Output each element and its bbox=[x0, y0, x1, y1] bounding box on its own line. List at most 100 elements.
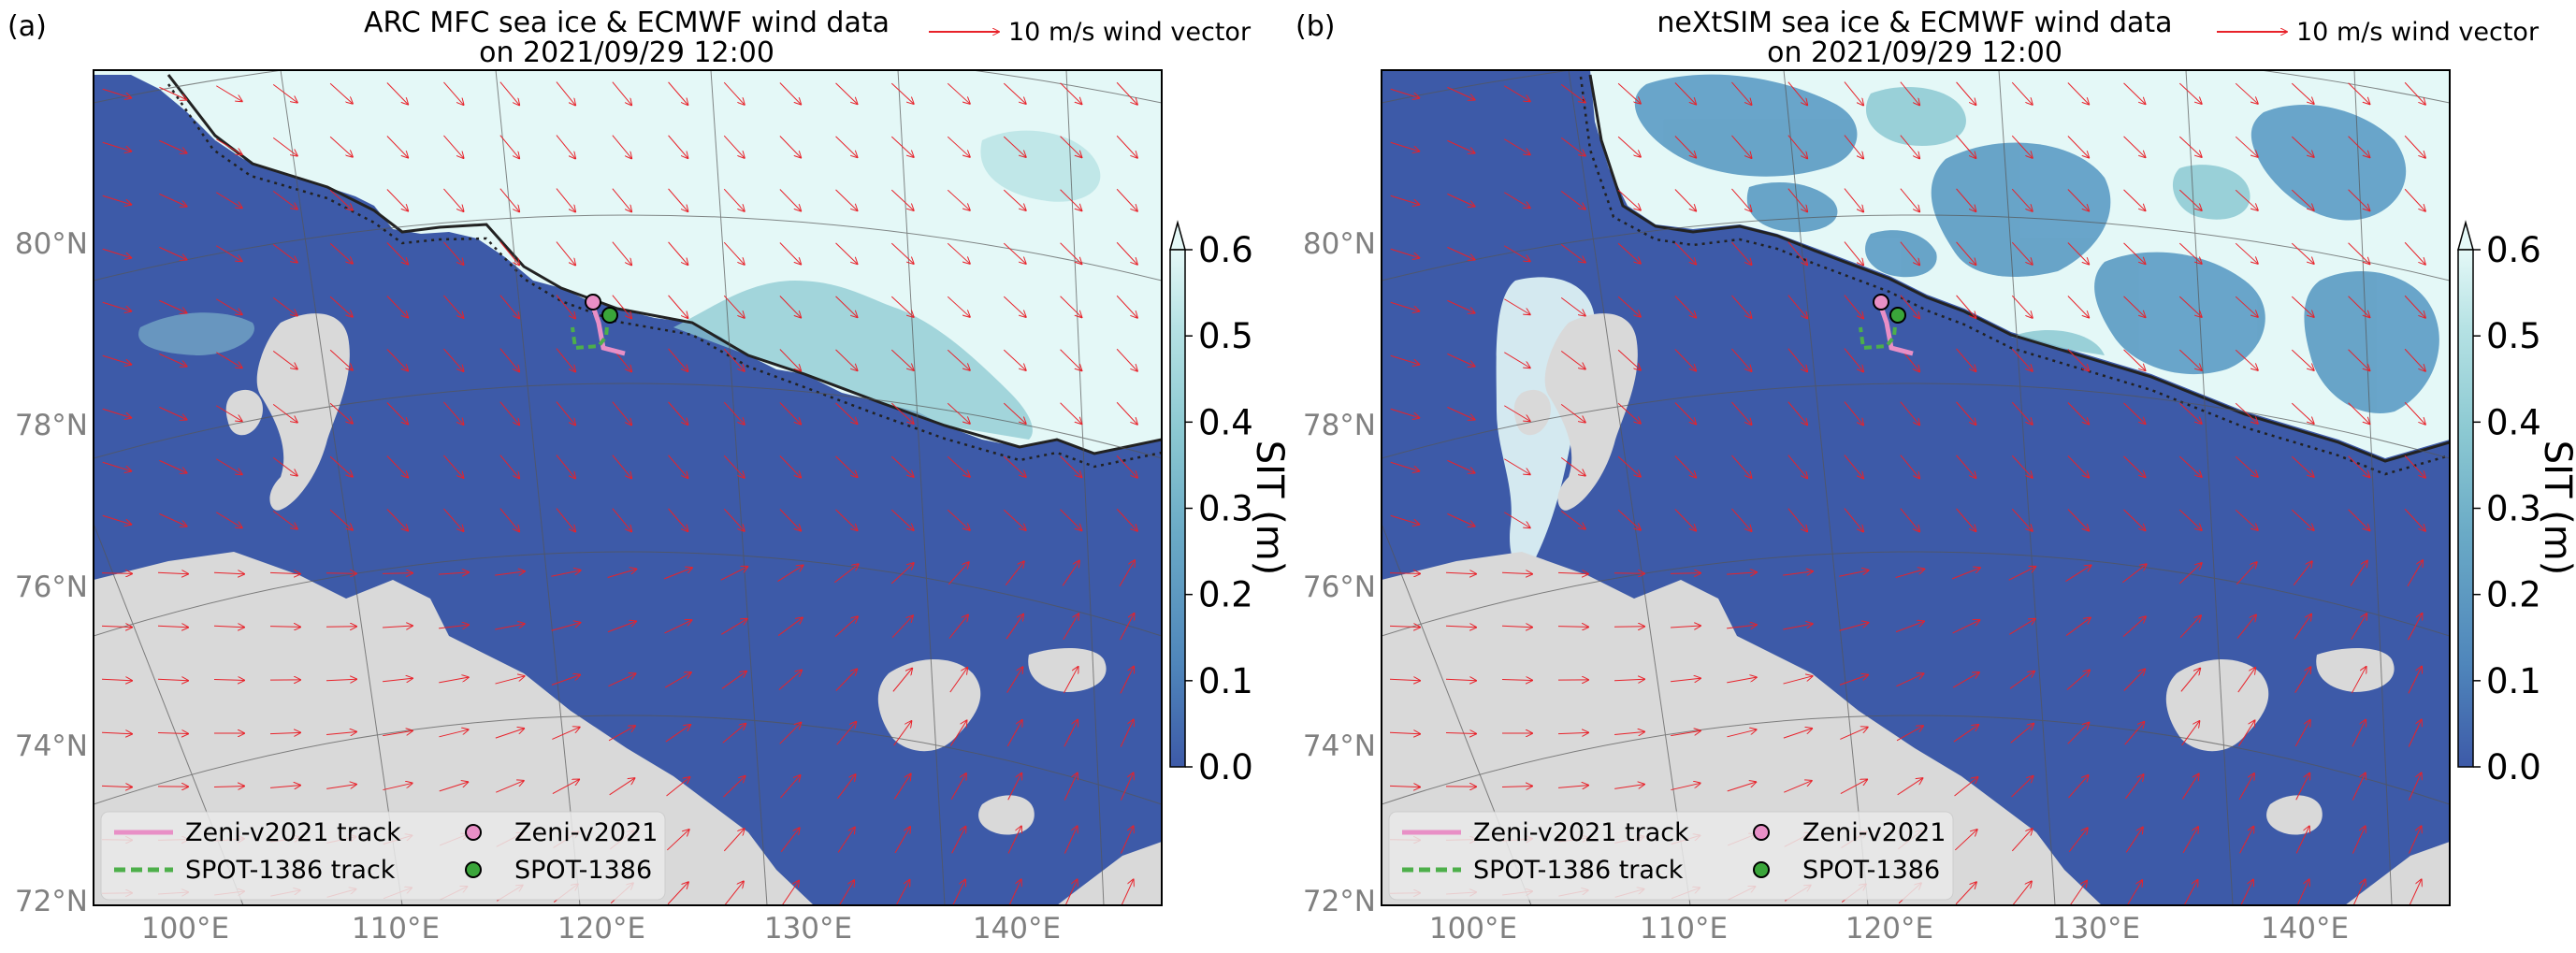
graticule bbox=[495, 70, 581, 905]
wind-arrow bbox=[1116, 348, 1137, 370]
wind-arrow bbox=[499, 188, 519, 212]
wind-arrow bbox=[1060, 242, 1082, 264]
wind-arrow bbox=[1671, 730, 1700, 737]
wind-arrow bbox=[2408, 614, 2423, 641]
wind-arrow bbox=[1731, 81, 1751, 105]
wind-arrow bbox=[2011, 348, 2033, 371]
wind-arrow bbox=[723, 776, 745, 798]
wind-arrow bbox=[779, 296, 801, 318]
wind-arrow bbox=[2404, 188, 2425, 210]
wind-arrow bbox=[1840, 728, 1867, 740]
land-island-east-2 bbox=[1028, 648, 1107, 692]
wind-arrow bbox=[1501, 626, 1532, 627]
colorbar-tick-label: 0.1 bbox=[2486, 661, 2541, 701]
wind-arrow bbox=[386, 509, 408, 530]
wind-arrow bbox=[668, 508, 688, 531]
wind-arrow bbox=[1389, 573, 1420, 574]
wind-arrow bbox=[2409, 879, 2421, 905]
wind-arrow bbox=[272, 403, 297, 422]
graticule bbox=[1998, 70, 2056, 905]
wind-arrow bbox=[780, 828, 799, 853]
wind-arrow bbox=[443, 401, 463, 425]
legend-zeni-marker-label: Zeni-v2021 bbox=[1802, 818, 1946, 847]
wind-arrow bbox=[2348, 136, 2370, 157]
wind-arrow bbox=[2066, 671, 2090, 690]
wind-arrow bbox=[1674, 296, 1696, 317]
wind-arrow bbox=[1003, 82, 1025, 104]
wind-arrow bbox=[612, 455, 631, 479]
wind-arrow bbox=[723, 295, 745, 318]
wind-arrow bbox=[2409, 826, 2421, 854]
legend-spot-marker-label: SPOT-1386 bbox=[1802, 856, 1940, 885]
wind-arrow bbox=[779, 349, 801, 371]
wind-arrow bbox=[2011, 776, 2033, 798]
wind-arrow bbox=[2351, 667, 2366, 694]
wind-arrow bbox=[2291, 455, 2313, 477]
wind-arrow bbox=[1390, 461, 1420, 471]
wind-arrow bbox=[1447, 406, 1474, 419]
wind-arrow bbox=[1956, 401, 1976, 425]
wind-arrow bbox=[1617, 82, 1641, 103]
wind-arrow bbox=[2123, 296, 2146, 317]
wind-arrow bbox=[1674, 509, 1696, 530]
wind-arrow bbox=[329, 402, 353, 423]
panel-a-map bbox=[94, 70, 1162, 905]
wind-arrow bbox=[1670, 626, 1700, 628]
wind-arrow bbox=[1900, 241, 1919, 266]
colorbar-tick-label: 0.5 bbox=[2486, 316, 2541, 356]
wind-arrow bbox=[1557, 732, 1588, 733]
wind-arrow bbox=[272, 83, 297, 102]
wind-arrow bbox=[2291, 82, 2313, 104]
wind-arrow bbox=[607, 569, 637, 579]
wind-arrow bbox=[439, 625, 469, 628]
wind-arrow bbox=[1844, 455, 1863, 479]
wind-arrow bbox=[1787, 455, 1807, 479]
wind-arrow bbox=[1674, 242, 1696, 264]
wind-arrow bbox=[1116, 81, 1137, 104]
wind-arrow bbox=[159, 459, 186, 472]
wind-arrow bbox=[1560, 403, 1585, 422]
wind-arrow bbox=[607, 621, 636, 633]
wind-arrow bbox=[2235, 509, 2258, 530]
wind-arrow bbox=[1504, 458, 1529, 475]
panel-b-letter: (b) bbox=[1295, 10, 1335, 43]
wind-arrow bbox=[101, 732, 132, 734]
panel-b-lat-labels: 80°N 78°N 76°N 74°N 72°N bbox=[1303, 227, 1376, 918]
wind-arrow bbox=[1504, 352, 1529, 368]
wind-arrow bbox=[1727, 782, 1756, 792]
zeni-track-a bbox=[588, 300, 626, 356]
wind-arrow bbox=[1614, 679, 1644, 681]
zeni-track-b bbox=[1876, 300, 1914, 356]
legend-spot-marker-label: SPOT-1386 bbox=[514, 856, 652, 885]
wind-arrow bbox=[2235, 136, 2258, 157]
wind-arrow bbox=[499, 348, 519, 372]
wind-arrow bbox=[556, 135, 575, 159]
wind-arrow bbox=[443, 295, 463, 318]
wind-arrow bbox=[499, 401, 519, 426]
wind-arrow bbox=[272, 510, 297, 528]
wind-arrow bbox=[1060, 455, 1082, 477]
wind-arrow bbox=[556, 188, 575, 212]
wind-arrow bbox=[1671, 783, 1700, 791]
wind-arrow bbox=[1952, 672, 1979, 688]
wind-arrow bbox=[213, 626, 244, 627]
wind-arrow bbox=[1006, 667, 1023, 693]
wind-arrow bbox=[2009, 671, 2034, 689]
wind-arrow bbox=[556, 508, 575, 532]
wind-arrow bbox=[608, 726, 635, 742]
wind-arrow bbox=[1116, 401, 1137, 424]
land-severnaya-zemlya bbox=[1544, 313, 1638, 511]
wind-arrow bbox=[2235, 455, 2258, 477]
wind-arrow bbox=[159, 139, 186, 152]
wind-arrow bbox=[2011, 135, 2033, 158]
legend-zeni-track-label: Zeni-v2021 track bbox=[185, 818, 401, 847]
wind-arrow bbox=[495, 624, 524, 630]
wind-arrow bbox=[1897, 778, 1923, 796]
graticule bbox=[1382, 383, 2450, 459]
wind-arrow bbox=[892, 669, 912, 692]
wind-arrow bbox=[1671, 678, 1700, 681]
wind-arrow bbox=[891, 615, 913, 639]
wind-vectors-a bbox=[101, 81, 1137, 905]
colorbar-label: SIT (m) bbox=[1248, 440, 1291, 576]
wind-arrow bbox=[1064, 879, 1077, 905]
